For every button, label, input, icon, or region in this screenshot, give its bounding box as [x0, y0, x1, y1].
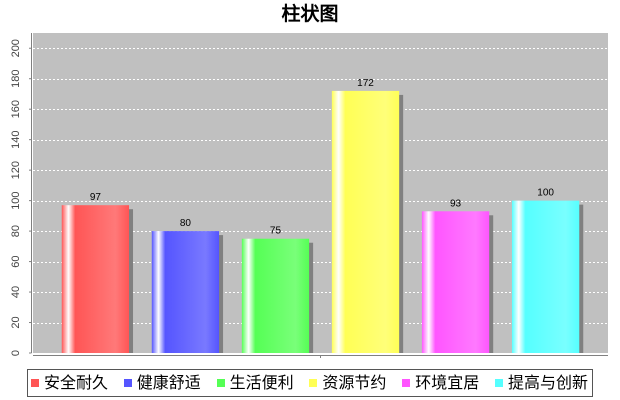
y-tick-label: 160 [10, 100, 22, 118]
legend-item-6: 提高与创新 [494, 373, 588, 393]
y-tick-label: 120 [10, 161, 22, 179]
legend-swatch [494, 379, 503, 387]
y-tick-label: 200 [10, 39, 22, 57]
legend-item-1: 安全耐久 [31, 373, 108, 393]
legend-label: 健康舒适 [136, 373, 201, 392]
legend-label: 资源节约 [322, 373, 387, 392]
legend-item-4: 资源节约 [309, 373, 386, 393]
legend-label: 安全耐久 [44, 373, 109, 392]
legend-label: 环境宜居 [415, 373, 480, 392]
bar-6 [511, 200, 580, 353]
legend-swatch [309, 379, 318, 387]
bar-4 [331, 90, 400, 354]
data-label-3: 75 [270, 226, 282, 237]
y-tick-label: 180 [10, 70, 22, 88]
legend-swatch [31, 379, 39, 387]
bar-2 [151, 231, 220, 353]
chart-title: 柱状图 [281, 3, 339, 25]
x-axis [33, 355, 608, 358]
legend-swatch [216, 379, 225, 387]
data-label-5: 93 [450, 198, 462, 209]
y-axis: 0 20 40 60 80 100 120 140 160 180 200 [10, 33, 32, 356]
y-tick-label: 100 [10, 191, 22, 209]
data-labels: 97 80 75 172 93 100 [90, 78, 555, 237]
y-tick-label: 0 [10, 350, 22, 356]
data-label-2: 80 [180, 218, 192, 229]
y-tick-label: 60 [10, 255, 22, 267]
bar-5 [421, 211, 490, 353]
legend-item-5: 环境宜居 [402, 373, 479, 393]
bar-3 [241, 238, 310, 353]
legend-swatch [402, 379, 411, 387]
y-tick-label: 80 [10, 225, 22, 237]
data-label-1: 97 [90, 192, 102, 203]
bar-1 [61, 205, 130, 353]
y-tick-label: 140 [10, 130, 22, 148]
legend-swatch [123, 379, 132, 387]
legend-item-2: 健康舒适 [123, 373, 201, 393]
y-tick-label: 40 [10, 286, 22, 298]
legend: 安全耐久 健康舒适 生活便利 资源节约 环境宜居 提高与创新 [27, 369, 593, 397]
legend-item-3: 生活便利 [216, 373, 294, 393]
y-tick-label: 20 [10, 316, 22, 328]
data-label-4: 172 [357, 78, 374, 89]
bars [61, 90, 580, 354]
data-label-6: 100 [537, 188, 554, 199]
legend-label: 生活便利 [229, 373, 294, 392]
legend-label: 提高与创新 [507, 373, 588, 392]
